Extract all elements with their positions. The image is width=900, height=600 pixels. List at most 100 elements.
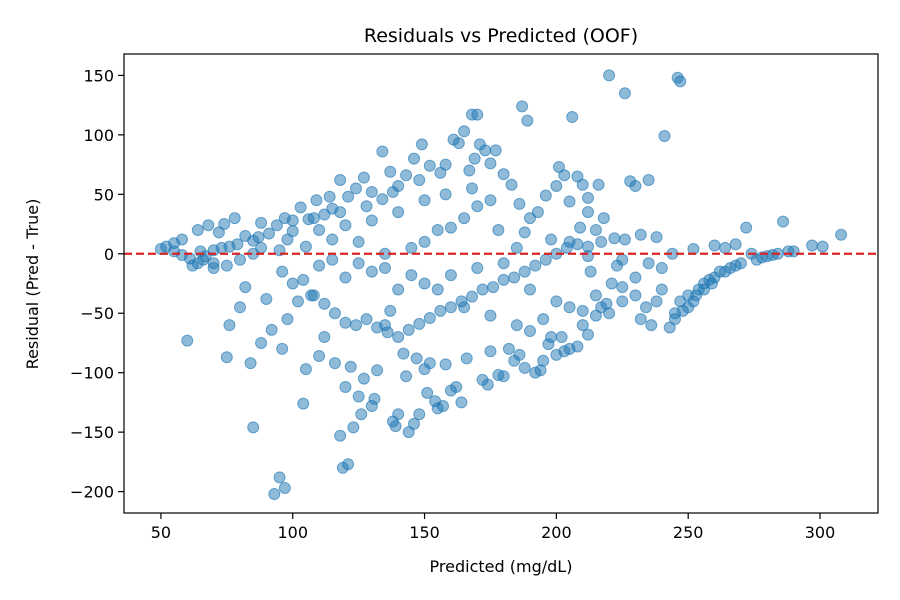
- data-point: [397, 347, 410, 360]
- data-point: [405, 269, 418, 282]
- data-point: [223, 319, 236, 332]
- data-point: [455, 396, 468, 409]
- data-point: [239, 281, 252, 294]
- y-tick-label: −100: [70, 364, 114, 383]
- data-point: [444, 269, 457, 282]
- data-point: [281, 313, 294, 326]
- data-point: [202, 219, 215, 232]
- data-point: [234, 253, 246, 266]
- data-point: [571, 170, 584, 183]
- data-point: [589, 223, 602, 236]
- data-point: [489, 144, 502, 157]
- data-point: [376, 193, 389, 206]
- data-point: [471, 108, 484, 121]
- data-point: [584, 265, 597, 278]
- data-point: [650, 295, 663, 308]
- data-point: [589, 289, 602, 302]
- data-point: [658, 130, 671, 143]
- data-point: [537, 354, 550, 367]
- data-point: [434, 304, 447, 317]
- data-point: [371, 364, 384, 377]
- data-point: [555, 331, 568, 344]
- data-point: [313, 259, 326, 272]
- x-tick-label: 200: [541, 523, 572, 542]
- y-tick-label: −200: [70, 483, 114, 502]
- data-point: [307, 212, 320, 225]
- data-point: [360, 313, 373, 326]
- x-tick-label: 50: [151, 523, 171, 542]
- data-point: [263, 227, 275, 240]
- x-tick-label: 300: [805, 523, 836, 542]
- data-point: [545, 331, 558, 344]
- data-point: [347, 421, 360, 434]
- data-point: [386, 185, 399, 198]
- data-point: [318, 208, 331, 221]
- data-point: [365, 185, 378, 198]
- data-point: [278, 482, 291, 495]
- data-point: [458, 212, 471, 225]
- data-point: [339, 380, 352, 393]
- data-point: [392, 283, 405, 296]
- data-point: [268, 487, 281, 500]
- data-point: [276, 342, 289, 355]
- data-point: [518, 361, 531, 374]
- data-point: [400, 370, 413, 383]
- data-point: [334, 206, 347, 219]
- data-point: [510, 241, 523, 254]
- data-point: [497, 168, 510, 181]
- data-point: [292, 295, 304, 308]
- data-point: [497, 257, 510, 270]
- data-point: [415, 138, 428, 151]
- data-point: [566, 111, 579, 124]
- data-point: [698, 283, 710, 296]
- data-point: [313, 223, 326, 236]
- data-point: [463, 164, 476, 177]
- x-tick-label: 150: [409, 523, 440, 542]
- data-point: [571, 238, 584, 251]
- data-point: [444, 301, 457, 314]
- data-point: [816, 240, 829, 253]
- data-point: [342, 190, 355, 203]
- data-point: [328, 307, 341, 320]
- data-point: [576, 319, 589, 332]
- data-point: [513, 197, 526, 210]
- data-point: [629, 179, 642, 192]
- data-point: [431, 283, 444, 296]
- data-point: [458, 301, 471, 314]
- data-point: [642, 174, 655, 187]
- data-point: [418, 235, 431, 248]
- x-tick-label: 100: [277, 523, 308, 542]
- data-point: [595, 235, 608, 248]
- data-point: [357, 171, 370, 184]
- data-point: [471, 262, 484, 275]
- data-point: [529, 259, 542, 272]
- y-tick-label: −50: [80, 304, 114, 323]
- data-point: [476, 283, 489, 296]
- data-point: [521, 114, 534, 127]
- data-point: [228, 212, 241, 225]
- data-point: [450, 380, 463, 393]
- data-point: [458, 125, 471, 138]
- data-point: [434, 166, 447, 179]
- data-point: [539, 189, 552, 202]
- data-point: [524, 283, 536, 296]
- data-point: [574, 221, 587, 234]
- data-point: [389, 420, 402, 433]
- data-point: [550, 179, 563, 192]
- y-tick-label: 150: [83, 66, 114, 85]
- chart-title: Residuals vs Predicted (OOF): [364, 25, 638, 47]
- data-point: [400, 169, 413, 182]
- data-point: [276, 265, 289, 278]
- data-point: [423, 357, 436, 370]
- data-point: [408, 152, 420, 165]
- data-point: [592, 178, 605, 191]
- data-point: [545, 233, 558, 246]
- data-point: [563, 195, 576, 208]
- y-axis-label: Residual (Pred - True): [23, 199, 42, 370]
- data-point: [487, 281, 500, 294]
- data-point: [616, 253, 629, 266]
- data-point: [655, 262, 668, 275]
- data-point: [281, 233, 294, 246]
- data-point: [484, 157, 497, 170]
- data-point: [368, 392, 381, 405]
